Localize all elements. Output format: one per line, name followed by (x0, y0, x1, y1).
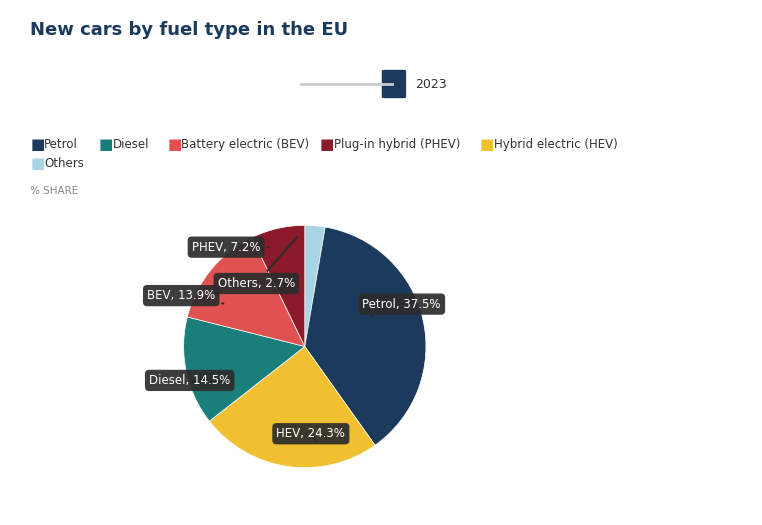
Wedge shape (305, 225, 325, 346)
Text: Diesel, 14.5%: Diesel, 14.5% (149, 374, 230, 387)
Text: BEV, 13.9%: BEV, 13.9% (147, 289, 223, 303)
Text: Others, 2.7%: Others, 2.7% (218, 237, 297, 290)
FancyBboxPatch shape (382, 70, 406, 98)
Text: ■: ■ (480, 137, 495, 152)
Text: Battery electric (BEV): Battery electric (BEV) (181, 138, 309, 151)
Text: Hybrid electric (HEV): Hybrid electric (HEV) (494, 138, 617, 151)
Text: Plug-in hybrid (PHEV): Plug-in hybrid (PHEV) (334, 138, 460, 151)
Text: ■: ■ (320, 137, 335, 152)
Text: EUROPEAN UNION  ∨: EUROPEAN UNION ∨ (34, 78, 179, 90)
Text: ■: ■ (168, 137, 182, 152)
Text: HEV, 24.3%: HEV, 24.3% (277, 427, 345, 441)
Wedge shape (210, 346, 375, 468)
Wedge shape (187, 237, 305, 346)
Wedge shape (305, 227, 426, 445)
Text: Others: Others (44, 158, 84, 170)
Text: 2023: 2023 (415, 78, 447, 90)
Text: Diesel: Diesel (113, 138, 149, 151)
Wedge shape (184, 317, 305, 421)
Text: Petrol: Petrol (44, 138, 78, 151)
Text: March  ∨: March ∨ (209, 78, 271, 90)
Text: ■: ■ (30, 156, 45, 171)
Text: Petrol, 37.5%: Petrol, 37.5% (363, 298, 441, 316)
Text: ■: ■ (99, 137, 114, 152)
Text: PHEV, 7.2%: PHEV, 7.2% (192, 240, 268, 254)
Text: New cars by fuel type in the EU: New cars by fuel type in the EU (30, 21, 348, 39)
Wedge shape (252, 225, 305, 346)
Text: % SHARE: % SHARE (30, 186, 78, 196)
Text: ■: ■ (30, 137, 45, 152)
